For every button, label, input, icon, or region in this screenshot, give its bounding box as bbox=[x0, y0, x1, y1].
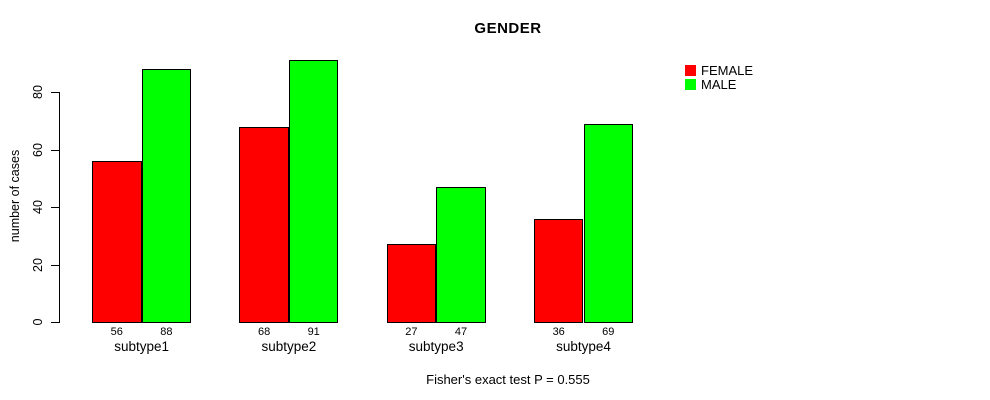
bar-female-subtype4 bbox=[533, 218, 584, 323]
bar-value-label: 68 bbox=[257, 326, 271, 338]
x-axis-category-label: subtype3 bbox=[408, 339, 464, 354]
y-axis-tick bbox=[51, 149, 59, 151]
legend: FEMALE MALE bbox=[685, 64, 753, 92]
x-axis-category-label: subtype1 bbox=[114, 339, 169, 354]
bar-female-subtype2 bbox=[239, 126, 289, 323]
y-axis-tick-label: 0 bbox=[31, 318, 45, 326]
y-axis-title: number of cases bbox=[8, 149, 22, 243]
y-axis-tick bbox=[51, 207, 59, 208]
y-axis-tick-label: 80 bbox=[31, 85, 45, 99]
bar-value-label: 47 bbox=[454, 326, 468, 338]
y-axis-tick-label: 20 bbox=[31, 257, 45, 272]
x-axis-category-label: subtype4 bbox=[556, 339, 611, 354]
legend-label: FEMALE bbox=[701, 63, 754, 78]
bar-female-subtype1 bbox=[92, 161, 142, 323]
legend-item-female: FEMALE bbox=[685, 64, 753, 77]
bar-value-label: 36 bbox=[552, 326, 565, 338]
y-axis-tick-label: 60 bbox=[31, 142, 45, 157]
bar-female-subtype3 bbox=[386, 244, 437, 323]
bar-male-subtype3 bbox=[436, 186, 486, 323]
y-axis-tick-label: 40 bbox=[31, 200, 45, 214]
bar-value-label: 88 bbox=[160, 326, 173, 338]
bar-value-label: 56 bbox=[110, 326, 123, 338]
legend-swatch-male bbox=[685, 79, 696, 90]
y-axis-line bbox=[59, 92, 60, 323]
chart-title: GENDER bbox=[474, 20, 542, 37]
bar-value-label: 27 bbox=[405, 326, 418, 338]
bar-male-subtype2 bbox=[288, 60, 339, 323]
bar-male-subtype4 bbox=[583, 123, 634, 323]
bar-value-label: 91 bbox=[307, 326, 320, 338]
footnote-fisher-test: Fisher's exact test P = 0.555 bbox=[426, 372, 590, 387]
x-axis-category-label: subtype2 bbox=[261, 339, 317, 354]
legend-swatch-female bbox=[685, 65, 696, 76]
bar-value-label: 69 bbox=[602, 326, 615, 338]
legend-item-male: MALE bbox=[685, 78, 753, 91]
y-axis-tick bbox=[51, 322, 59, 323]
bar-male-subtype1 bbox=[141, 69, 192, 323]
y-axis-tick bbox=[51, 92, 59, 93]
legend-label: MALE bbox=[701, 77, 737, 92]
y-axis-tick bbox=[51, 264, 59, 266]
